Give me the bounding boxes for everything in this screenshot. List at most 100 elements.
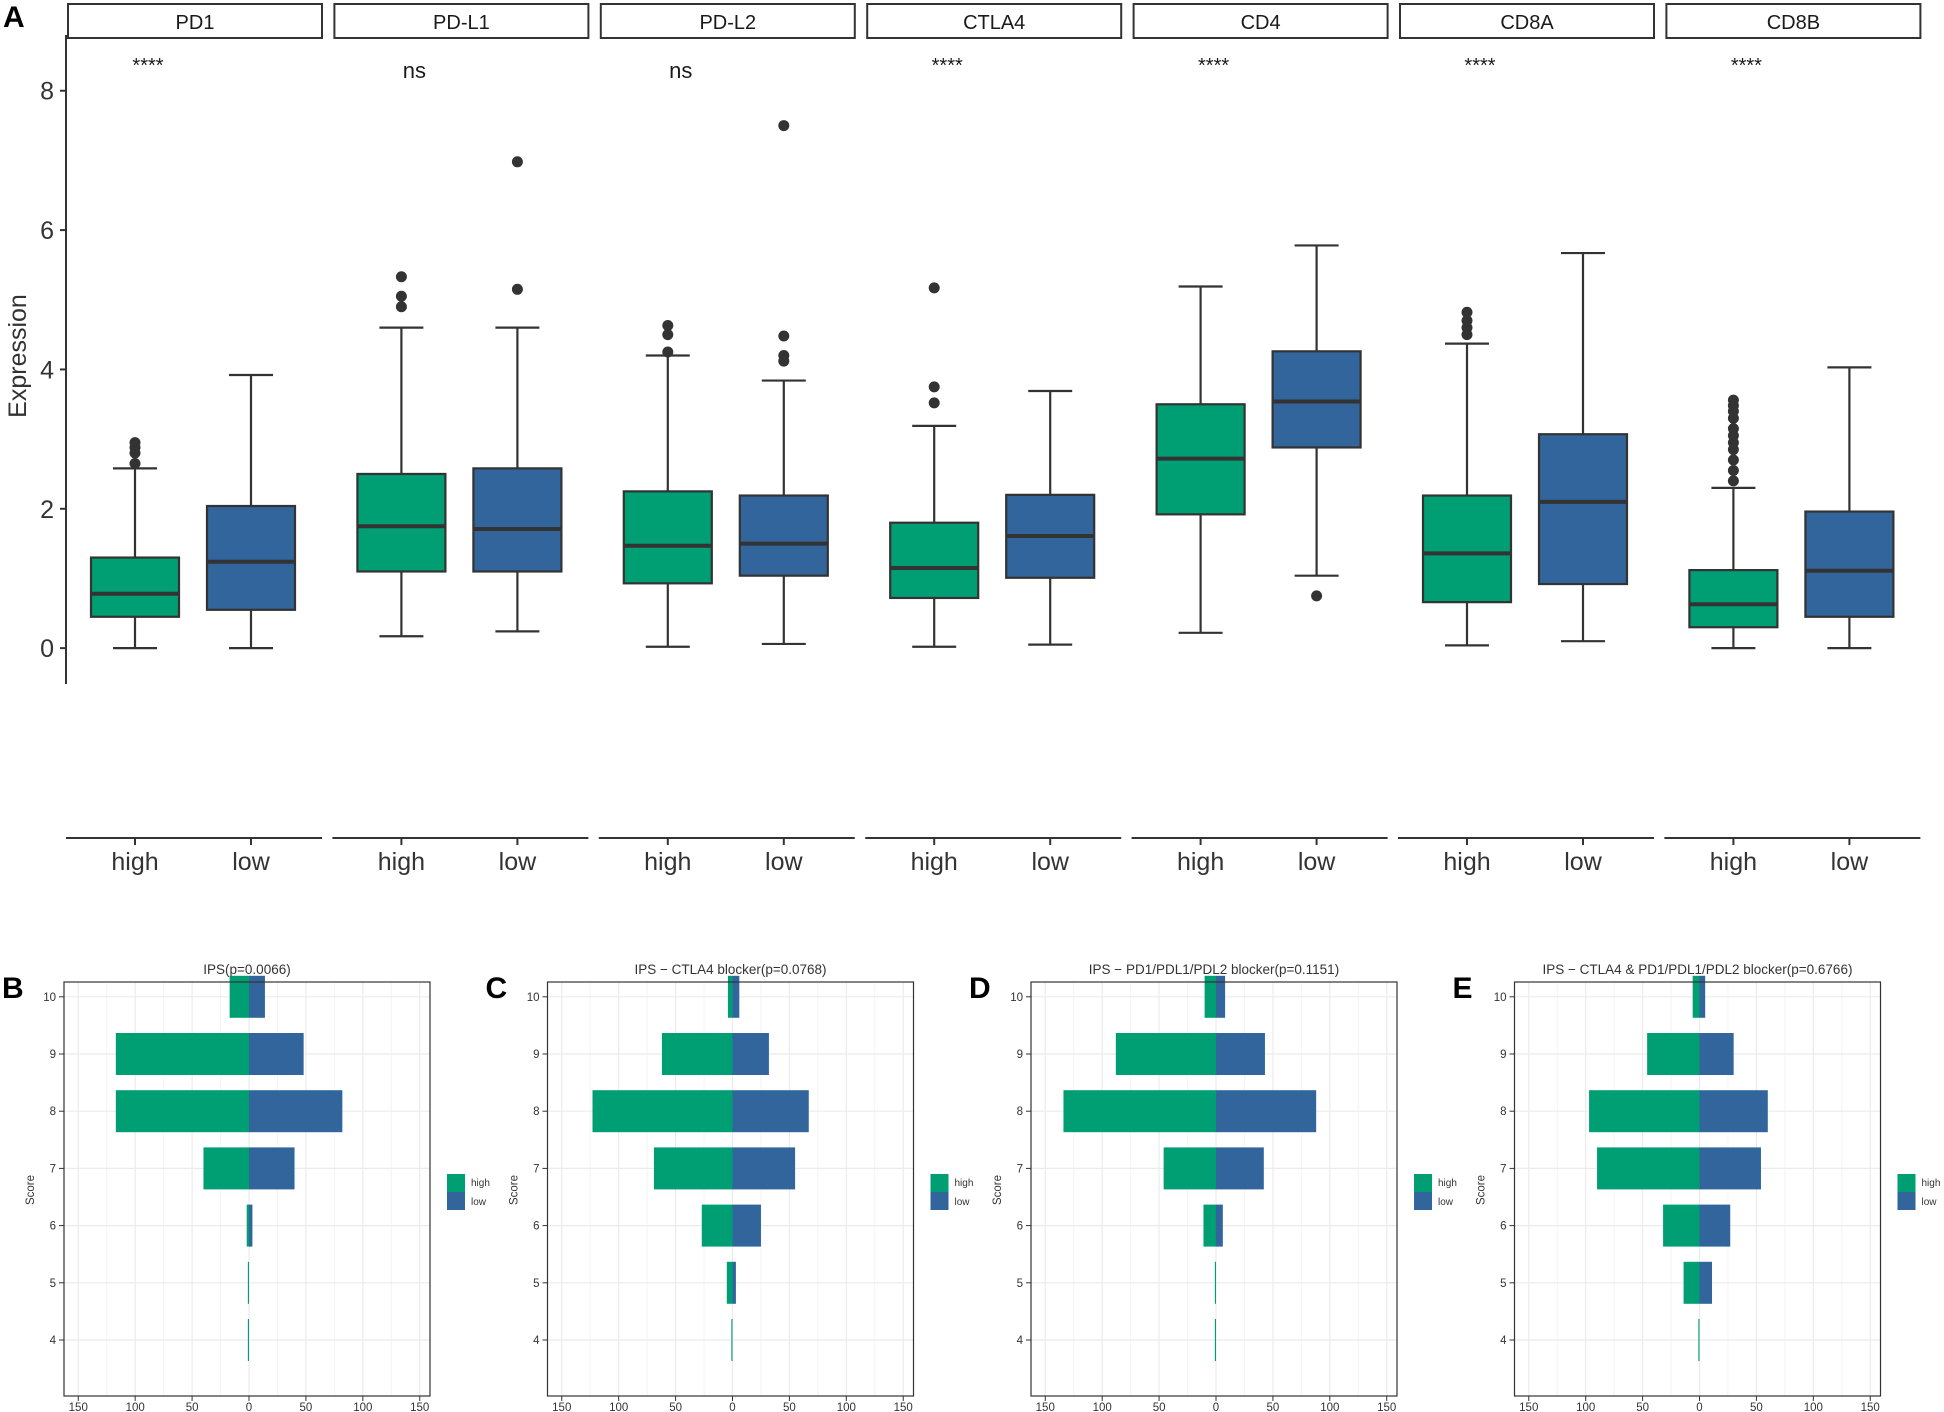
x-tick-label: low <box>1564 848 1602 876</box>
bar-high <box>229 975 249 1018</box>
outlier-point <box>395 271 407 283</box>
panel-c: C IPS − CTLA4 blocker(p=0.0768) 4 5 6 7 8 9 10 15… <box>486 962 974 1412</box>
x-tick-label: 50 <box>1750 1402 1763 1412</box>
legend-label-high: high <box>471 1178 490 1189</box>
y-tick-label: 0 <box>40 635 54 663</box>
y-axis-title: Score <box>992 1175 1004 1205</box>
x-tick-label: high <box>1443 848 1490 876</box>
legend-label-low: low <box>471 1197 487 1208</box>
x-tick-label: high <box>644 848 691 876</box>
y-tick-label: 10 <box>1010 992 1023 1004</box>
x-tick-label: 0 <box>1696 1402 1702 1412</box>
panel-label: E <box>1453 972 1473 1005</box>
legend-swatch-low <box>930 1192 949 1210</box>
box-high <box>1421 306 1513 647</box>
facet-title: CD4 <box>1241 12 1281 34</box>
facet-pd-l1: PD-L1 ns high low <box>332 3 590 876</box>
x-tick-label: high <box>111 848 158 876</box>
x-tick-label: high <box>1177 848 1224 876</box>
x-tick-label: 50 <box>1153 1402 1166 1412</box>
panel-label: B <box>2 972 24 1005</box>
bar-low <box>249 1147 295 1190</box>
bar-high <box>1589 1090 1700 1133</box>
x-tick-label: 0 <box>246 1402 252 1412</box>
outlier-point <box>778 120 790 132</box>
legend-label-high: high <box>1438 1178 1457 1189</box>
panel-title: IPS − PD1/PDL1/PDL2 blocker(p=0.1151) <box>1089 962 1339 977</box>
y-tick-label: 8 <box>50 1106 56 1118</box>
facet-title: CD8B <box>1767 12 1820 34</box>
x-tick-label: 100 <box>1576 1402 1595 1412</box>
legend-label-high: high <box>955 1178 974 1189</box>
x-tick-label: 150 <box>1036 1402 1055 1412</box>
significance-label: **** <box>132 55 163 77</box>
significance-label: **** <box>1731 55 1762 77</box>
outlier-point <box>1727 464 1739 476</box>
y-tick-label: 10 <box>527 992 540 1004</box>
y-tick-label: 6 <box>1500 1221 1506 1233</box>
y-tick-label: 9 <box>1017 1049 1023 1061</box>
bar-high <box>726 1261 733 1304</box>
outlier-point <box>1461 306 1473 318</box>
y-tick-label: 6 <box>533 1221 539 1233</box>
box-high <box>1155 285 1246 634</box>
facet-strip <box>599 3 856 39</box>
box-iqr <box>1421 494 1513 604</box>
facet-title: PD1 <box>176 12 215 34</box>
bar-low <box>249 1204 253 1247</box>
x-tick-label: 100 <box>837 1402 856 1412</box>
y-tick-label: 4 <box>533 1335 540 1347</box>
bar-high <box>1214 1319 1216 1361</box>
panel-b: B IPS(p=0.0066) 4 5 6 7 8 9 10 150 100 50 0 50 100 150 S… <box>2 962 490 1412</box>
bar-high <box>1692 975 1700 1018</box>
bar-low <box>1216 975 1226 1018</box>
outlier-point <box>511 156 523 168</box>
y-axis-title: Score <box>25 1175 37 1205</box>
x-tick-label: low <box>1031 848 1069 876</box>
bar-high <box>1597 1147 1700 1190</box>
legend-swatch-low <box>447 1192 465 1210</box>
facet-strip <box>1132 3 1389 39</box>
y-axis-title: Score <box>509 1175 521 1205</box>
facet-cd8a: CD8A**** high low <box>1398 3 1655 876</box>
legend-swatch-low <box>1897 1192 1916 1210</box>
bar-high <box>701 1204 733 1247</box>
plot-frame <box>63 981 431 1397</box>
box-iqr <box>889 521 980 600</box>
x-tick-label: 100 <box>353 1402 372 1412</box>
facet-strip <box>1665 3 1922 39</box>
bar-low <box>1216 1147 1264 1190</box>
panel-title: IPS − CTLA4 & PD1/PDL1/PDL2 blocker(p=0.… <box>1543 962 1853 977</box>
y-axis-title: Expression <box>4 294 32 418</box>
x-tick-label: low <box>765 848 803 876</box>
y-tick-label: 9 <box>50 1049 56 1061</box>
outlier-point <box>1727 475 1739 487</box>
y-tick-label: 6 <box>1017 1221 1023 1233</box>
x-tick-label: 100 <box>1320 1402 1339 1412</box>
bar-low <box>1216 1090 1317 1133</box>
significance-label: **** <box>1198 55 1229 77</box>
facet-title: CD8A <box>1500 12 1554 34</box>
bar-high <box>661 1033 733 1075</box>
significance-label: **** <box>932 55 963 77</box>
significance-label: ns <box>669 58 692 83</box>
box-iqr <box>622 490 713 585</box>
facet-ctla4: CTLA4**** high low <box>865 3 1123 876</box>
bar-high <box>1698 1319 1700 1361</box>
y-tick-label: 8 <box>40 78 54 106</box>
box-low <box>1804 366 1895 650</box>
box-high <box>89 437 181 650</box>
box-iqr <box>205 504 297 611</box>
facet-strip <box>866 3 1123 39</box>
x-tick-label: low <box>1831 848 1869 876</box>
box-low <box>1005 389 1096 646</box>
outlier-point <box>928 282 940 294</box>
facet-pd1: PD1 **** high low <box>66 3 323 876</box>
significance-label: ns <box>403 58 426 83</box>
box-low <box>738 120 829 646</box>
y-tick-label: 5 <box>1017 1278 1023 1290</box>
box-low <box>1271 244 1362 602</box>
x-tick-label: 50 <box>300 1402 313 1412</box>
bar-low <box>732 1147 796 1190</box>
